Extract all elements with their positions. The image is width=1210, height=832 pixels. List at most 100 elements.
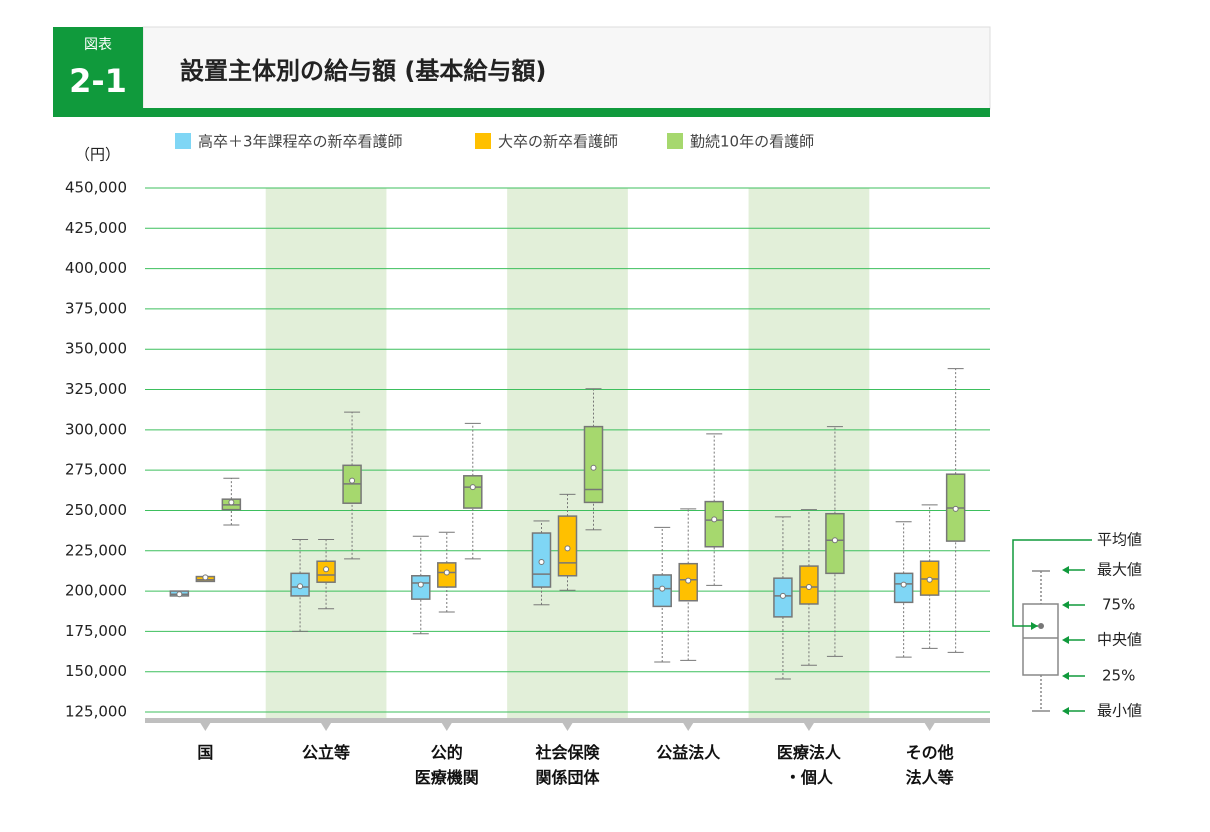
y-tick-label: 275,000 — [65, 461, 127, 479]
y-tick-label: 350,000 — [65, 340, 127, 358]
box-plot — [557, 493, 578, 591]
mean — [805, 584, 812, 591]
chart-title: 設置主体別の給与額 (基本給与額) — [180, 57, 546, 85]
box-legend — [1012, 539, 1092, 715]
x-tick-label: その他 法人等 — [905, 743, 954, 787]
box-plot — [652, 526, 672, 663]
mean — [831, 537, 838, 544]
y-tick-label: 250,000 — [65, 501, 127, 519]
band — [748, 188, 870, 718]
box-plot — [773, 516, 793, 680]
box-plot — [463, 422, 483, 560]
legend-max: 最大値 — [1097, 561, 1142, 579]
box-plot — [799, 509, 819, 666]
band — [265, 188, 387, 718]
mean — [469, 484, 476, 491]
title-bg — [142, 26, 991, 110]
y-tick-label: 425,000 — [65, 219, 127, 237]
box-plot — [437, 531, 457, 613]
mean — [323, 566, 330, 573]
mean — [297, 583, 304, 590]
mean — [417, 581, 424, 588]
box — [583, 425, 604, 504]
title-bar — [53, 108, 990, 117]
x-tick-label: 社会保険 関係団体 — [535, 743, 600, 787]
box — [893, 572, 914, 604]
box-plot — [316, 538, 336, 610]
y-tick-label: 300,000 — [65, 420, 127, 438]
x-tick — [562, 723, 573, 731]
legend-swatch — [667, 133, 683, 149]
y-tick-label: 225,000 — [65, 541, 127, 559]
legend-median: 中央値 — [1097, 631, 1142, 649]
legend-min: 最小値 — [1097, 702, 1142, 720]
box — [463, 475, 483, 509]
mean — [952, 505, 959, 512]
mean — [349, 477, 356, 484]
x-tick — [441, 723, 452, 731]
mean — [538, 559, 545, 566]
mean — [926, 576, 933, 583]
y-tick-label: 375,000 — [65, 299, 127, 317]
y-tick-label: 325,000 — [65, 380, 127, 398]
box — [825, 512, 845, 575]
box-plot — [290, 538, 310, 632]
x-tick — [200, 723, 211, 731]
x-tick-label: 国 — [197, 743, 214, 762]
mean — [564, 545, 571, 552]
box-plot — [825, 426, 845, 657]
x-tick-label: 公立等 — [302, 743, 351, 762]
mean — [685, 577, 692, 584]
mean — [590, 464, 597, 471]
y-unit: （円） — [75, 146, 120, 164]
mean — [228, 499, 235, 506]
legend-label: 高卒＋3年課程卒の新卒看護師 — [198, 133, 403, 151]
x-tick-label: 公益法人 — [656, 743, 721, 762]
x-tick — [321, 723, 332, 731]
y-tick-label: 450,000 — [65, 179, 127, 197]
x-tick — [803, 723, 814, 731]
legend-swatch — [175, 133, 191, 149]
bands — [265, 188, 870, 718]
box-plot — [221, 477, 242, 526]
legend-label: 勤続10年の看護師 — [690, 133, 814, 151]
x-tick-label: 医療法人 ・個人 — [776, 743, 841, 787]
box-plot — [678, 508, 698, 661]
y-tick-label: 175,000 — [65, 622, 127, 640]
box-plot — [342, 411, 362, 560]
box-plot — [893, 521, 914, 658]
mean — [900, 581, 907, 588]
box-plot — [919, 504, 940, 649]
box-plot — [169, 590, 190, 598]
legend-mean: 平均値 — [1097, 531, 1142, 549]
band — [507, 188, 628, 718]
mean — [659, 585, 666, 592]
box-plot — [583, 388, 604, 531]
box-plot — [945, 368, 966, 653]
badge — [53, 27, 143, 117]
legend-q1: 25% — [1102, 667, 1135, 685]
legend-q3: 75% — [1102, 596, 1135, 614]
y-tick-label: 150,000 — [65, 662, 127, 680]
mean — [779, 592, 786, 599]
mean — [443, 569, 450, 576]
legend-swatch — [475, 133, 491, 149]
mean — [176, 591, 183, 598]
mean — [711, 516, 718, 523]
x-axis — [145, 718, 990, 723]
badge-label: 図表 — [84, 37, 112, 53]
box-plot — [195, 574, 216, 583]
box — [704, 500, 724, 548]
box-plot — [531, 520, 552, 606]
x-tick — [924, 723, 935, 731]
x-tick — [683, 723, 694, 731]
legend-label: 大卒の新卒看護師 — [498, 133, 618, 151]
mean — [202, 574, 209, 581]
y-tick-label: 125,000 — [65, 703, 127, 721]
y-tick-label: 400,000 — [65, 259, 127, 277]
x-tick-label: 公的 医療機関 — [414, 743, 479, 787]
box-plot — [704, 433, 724, 586]
badge-number: 2-1 — [69, 62, 127, 100]
